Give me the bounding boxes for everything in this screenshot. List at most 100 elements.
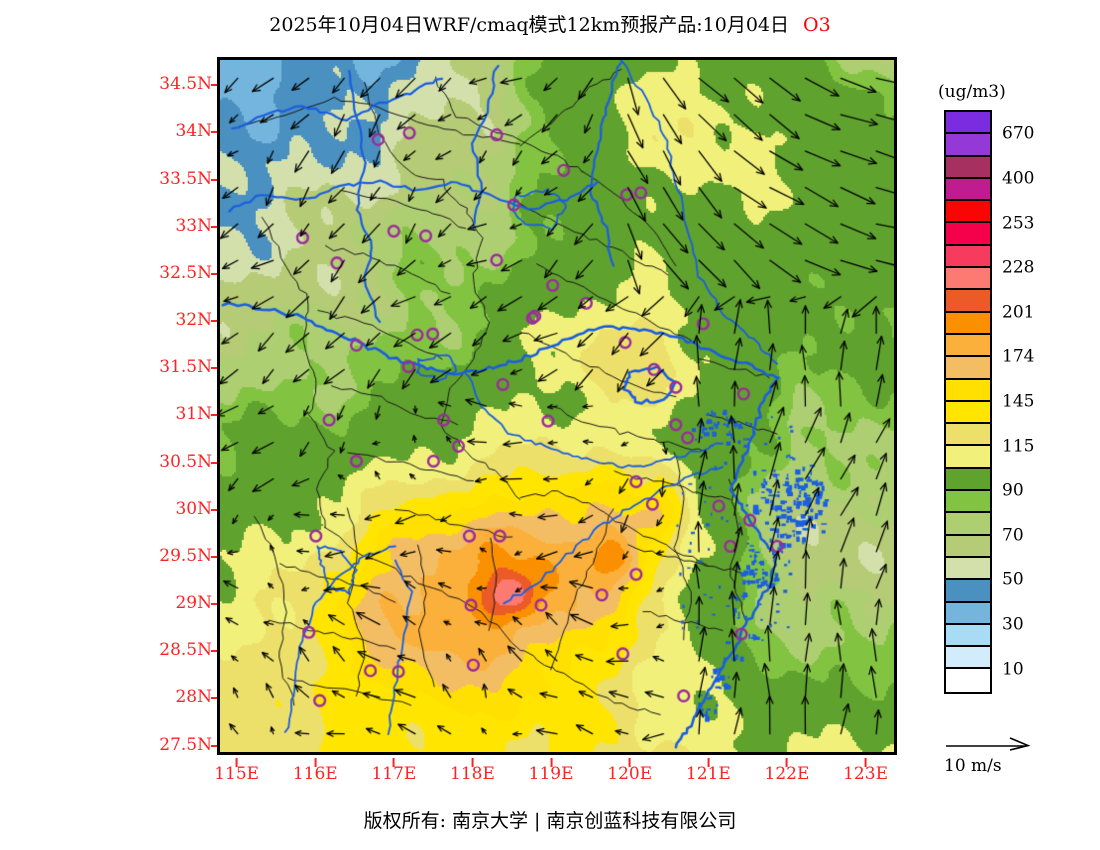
lat-tick-mark (211, 744, 220, 747)
lat-tick-label: 31N (175, 406, 220, 423)
colorbar-band (946, 401, 990, 425)
colorbar-unit-label: (ug/m3) (938, 82, 1006, 102)
colorbar-band (946, 379, 990, 402)
lat-tick-label: 28N (175, 689, 220, 706)
map-plot-area[interactable] (217, 57, 897, 755)
wind-vector-key: 10 m/s (944, 735, 1094, 776)
lon-tick-mark (471, 758, 474, 767)
colorbar-tick-label: 400 (1002, 168, 1035, 189)
colorbar-band (946, 290, 990, 313)
lat-tick-label: 32.5N (159, 264, 220, 282)
colorbar-tick-label: 70 (1002, 525, 1024, 546)
colorbar-wrapper: 670 400 253 228 201 174 145 115 90 70 50 30 10 (930, 110, 1090, 694)
colorbar-legend: (ug/m3) 670 400 253 228 201 174 145 115 90 70 50 30… (930, 82, 1095, 694)
colorbar-tick-label: 50 (1002, 569, 1024, 590)
lat-tick-mark (211, 650, 220, 653)
lon-tick-mark (314, 758, 317, 767)
lat-tick-mark (211, 225, 220, 228)
colorbar (944, 110, 992, 694)
lat-tick-mark (211, 555, 220, 558)
lon-tick-label: 118E (450, 758, 495, 783)
title-text: 2025年10月04日WRF/cmaq模式12km预报产品:10月04日 (269, 14, 790, 36)
colorbar-band (946, 535, 990, 558)
colorbar-tick-label: 670 (1002, 123, 1035, 144)
colorbar-tick-label: 90 (1002, 480, 1024, 501)
lat-tick-label: 33N (175, 217, 220, 235)
wind-key-label: 10 m/s (944, 756, 1002, 776)
lat-tick-label: 32N (175, 312, 220, 329)
lon-tick-label: 115E (214, 758, 259, 783)
colorbar-band (946, 669, 990, 692)
colorbar-band (946, 446, 990, 469)
map-canvas[interactable] (220, 60, 894, 752)
lat-tick-label: 30.5N (159, 453, 220, 471)
lon-tick-label: 116E (293, 758, 338, 783)
lat-tick-label: 29.5N (159, 547, 220, 565)
colorbar-tick-label: 253 (1002, 213, 1035, 233)
lat-tick-mark (211, 178, 220, 181)
colorbar-band (946, 201, 990, 224)
lat-tick-mark (211, 84, 220, 87)
colorbar-tick-label: 174 (1002, 346, 1035, 367)
lon-tick-label: 123E (843, 758, 888, 783)
lat-tick-label: 27.5N (159, 736, 220, 754)
lat-tick-mark (211, 508, 220, 511)
lon-tick-label: 121E (686, 758, 731, 783)
footer-org-company: 南京创蓝科技有限公司 (546, 810, 737, 832)
lat-tick-label: 30N (175, 500, 220, 518)
colorbar-band (946, 178, 990, 202)
lon-tick-mark (392, 758, 395, 767)
colorbar-band (946, 112, 990, 135)
colorbar-band (946, 357, 990, 380)
chart-title: 2025年10月04日WRF/cmaq模式12km预报产品:10月04日 O3 (0, 10, 1100, 37)
copyright-footer: 版权所有: 南京大学 | 南京创蓝科技有限公司 (0, 806, 1100, 833)
lat-tick-label: 31.5N (159, 359, 220, 376)
lon-tick-label: 122E (765, 758, 809, 783)
colorbar-tick-label: 115 (1002, 436, 1035, 456)
latitude-axis: 34.5N 34N 33.5N 33N 32.5N 32N 31.5N 31N 30.5N 30N… (120, 57, 220, 755)
longitude-axis: 115E 116E 117E 118E 119E 120E 121E 122E 123E (214, 758, 897, 790)
lon-tick-label: 119E (529, 758, 574, 783)
footer-separator: | (534, 810, 541, 832)
lat-tick-label: 34N (175, 123, 220, 140)
lat-tick-mark (211, 461, 220, 464)
title-species-label: O3 (803, 14, 831, 36)
colorbar-band (946, 134, 990, 157)
lon-tick-mark (864, 758, 867, 767)
lon-tick-label: 120E (607, 758, 652, 783)
lat-tick-mark (211, 603, 220, 606)
lat-tick-mark (211, 131, 220, 134)
colorbar-band (946, 647, 990, 670)
lat-tick-mark (211, 697, 220, 700)
colorbar-band (946, 156, 990, 179)
lat-tick-label: 29N (175, 595, 220, 612)
colorbar-band (946, 245, 990, 269)
lat-tick-mark (211, 367, 220, 370)
lat-tick-mark (211, 272, 220, 275)
lon-tick-mark (235, 758, 238, 767)
colorbar-band (946, 312, 990, 335)
colorbar-band (946, 468, 990, 492)
lat-tick-label: 33.5N (159, 170, 220, 188)
footer-org-university: 版权所有: 南京大学 (363, 810, 529, 832)
lon-tick-mark (550, 758, 553, 767)
colorbar-band (946, 491, 990, 514)
lon-tick-mark (707, 758, 710, 767)
colorbar-band (946, 223, 990, 246)
colorbar-band (946, 424, 990, 447)
colorbar-band (946, 624, 990, 648)
lon-tick-mark (628, 758, 631, 767)
colorbar-band (946, 268, 990, 291)
lat-tick-label: 34.5N (159, 76, 220, 93)
colorbar-tick-label: 10 (1002, 659, 1024, 679)
colorbar-tick-label: 145 (1002, 391, 1035, 412)
colorbar-band (946, 557, 990, 581)
colorbar-band (946, 513, 990, 536)
colorbar-tick-label: 228 (1002, 257, 1035, 278)
colorbar-tick-label: 201 (1002, 302, 1035, 323)
wind-arrow-icon (946, 737, 1031, 751)
lon-tick-mark (785, 758, 788, 767)
lat-tick-label: 28.5N (159, 642, 220, 659)
lat-tick-mark (211, 414, 220, 417)
colorbar-tick-label: 30 (1002, 614, 1024, 635)
